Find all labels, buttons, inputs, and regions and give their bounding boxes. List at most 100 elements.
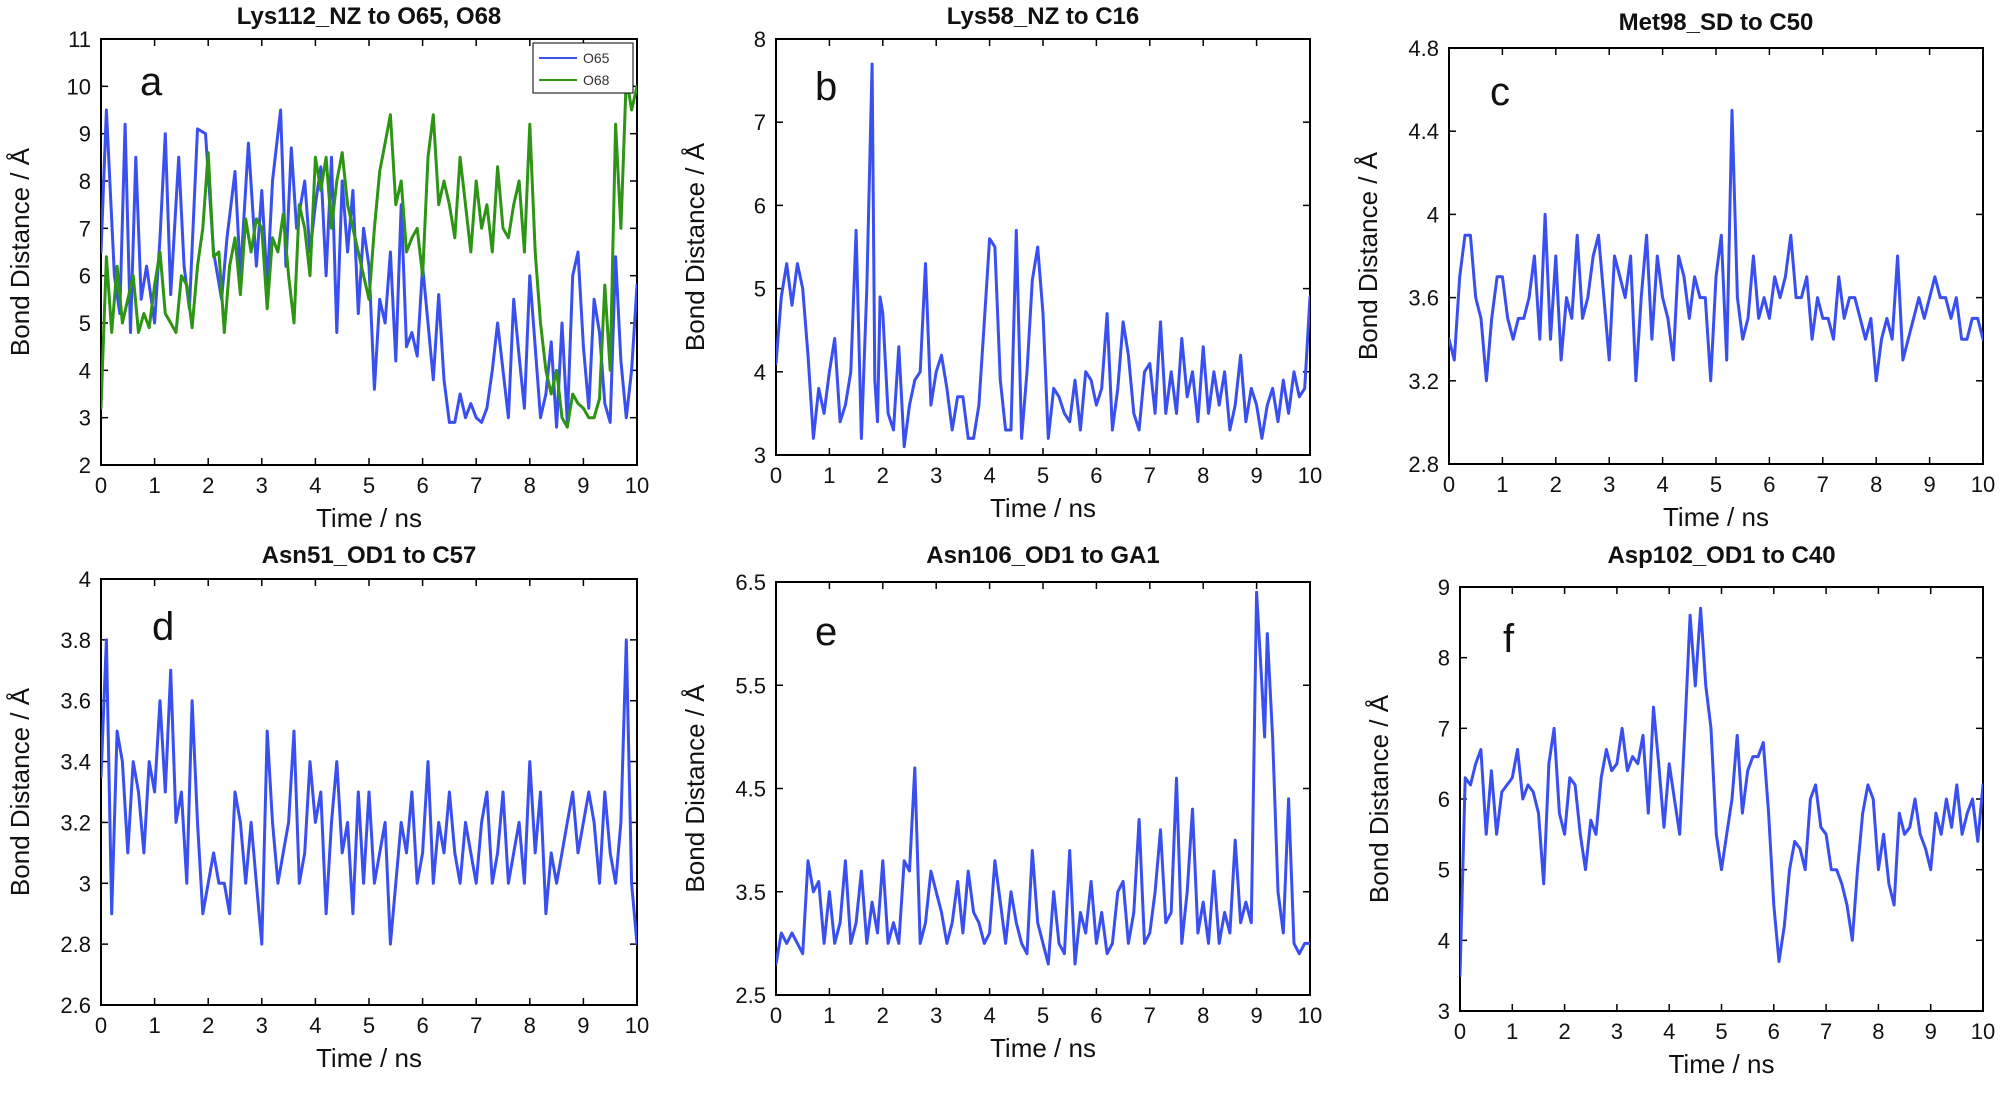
y-tick-label: 9 — [79, 122, 91, 147]
x-tick-label: 1 — [1506, 1019, 1518, 1044]
x-axis-label: Time / ns — [1663, 502, 1769, 532]
x-tick-label: 7 — [470, 1013, 482, 1038]
x-tick-label: 0 — [770, 1003, 782, 1028]
y-tick-label: 3.8 — [60, 628, 91, 653]
x-tick-label: 6 — [1090, 463, 1102, 488]
y-tick-label: 5 — [754, 277, 766, 302]
x-tick-label: 2 — [877, 463, 889, 488]
panel-d: Asn51_OD1 to C57 0 1 2 3 4 5 6 7 8 9 10 2.6 2.8 3 3.2 3.… — [5, 542, 649, 1073]
panel-letter: f — [1503, 617, 1515, 661]
x-tick-label: 9 — [1925, 1019, 1937, 1044]
x-tick-label: 2 — [202, 1013, 214, 1038]
series-line-series — [776, 62, 1310, 449]
panel-letter: e — [815, 610, 837, 654]
plot-frame — [1459, 586, 1984, 1012]
y-tick-label: 4 — [1438, 928, 1450, 953]
x-tick-label: 8 — [1197, 463, 1209, 488]
x-tick-label: 10 — [1298, 1003, 1322, 1028]
series-line-series — [101, 638, 637, 946]
x-tick-label: 2 — [877, 1003, 889, 1028]
y-tick-label: 5 — [1438, 858, 1450, 883]
y-tick-label: 7 — [754, 110, 766, 135]
x-tick-label: 5 — [1715, 1019, 1727, 1044]
x-tick-label: 10 — [1971, 1019, 1995, 1044]
x-tick-label: 6 — [1768, 1019, 1780, 1044]
panel-letter: c — [1490, 70, 1510, 114]
x-tick-label: 3 — [1611, 1019, 1623, 1044]
x-tick-label: 6 — [1763, 472, 1775, 497]
chart-title: Lys58_NZ to C16 — [947, 3, 1140, 30]
y-tick-label: 2.8 — [1408, 452, 1439, 477]
x-tick-label: 1 — [148, 1013, 160, 1038]
x-tick-label: 7 — [470, 473, 482, 498]
legend-box — [532, 42, 634, 94]
x-tick-label: 7 — [1820, 1019, 1832, 1044]
x-tick-label: 2 — [1550, 472, 1562, 497]
y-tick-label: 3 — [754, 443, 766, 468]
x-tick-label: 0 — [1443, 472, 1455, 497]
chart-title: Lys112_NZ to O65, O68 — [237, 3, 502, 30]
y-tick-label: 2 — [79, 453, 91, 478]
y-tick-label: 7 — [79, 216, 91, 241]
chart-title: Met98_SD to C50 — [1619, 9, 1814, 36]
y-tick-label: 3 — [79, 871, 91, 896]
x-tick-label: 5 — [1710, 472, 1722, 497]
y-tick-label: 11 — [68, 27, 91, 52]
x-tick-label: 5 — [363, 473, 375, 498]
x-tick-label: 9 — [577, 1013, 589, 1038]
x-tick-label: 1 — [1496, 472, 1508, 497]
y-tick-label: 8 — [754, 27, 766, 52]
x-tick-label: 8 — [1872, 1019, 1884, 1044]
series-line-series — [1449, 108, 1983, 383]
panel-a: Lys112_NZ to O65, O68 0 1 2 3 4 5 6 7 8 9 10 2 3 4 5 6 7 8… — [5, 3, 649, 533]
y-tick-label: 7 — [1438, 716, 1450, 741]
y-tick-label: 3.4 — [60, 750, 91, 775]
y-tick-label: 8 — [1438, 646, 1450, 671]
y-axis-label: Bond Distance / Å — [5, 687, 35, 896]
x-tick-label: 3 — [1603, 472, 1615, 497]
x-tick-label: 8 — [1870, 472, 1882, 497]
x-tick-label: 10 — [625, 1013, 649, 1038]
y-tick-label: 6 — [79, 264, 91, 289]
y-tick-label: 4 — [1427, 202, 1439, 227]
panel-c: Met98_SD to C50 0 1 2 3 4 5 6 7 8 9 10 2.8 3.2 3.6 4 4.4… — [1353, 9, 1995, 532]
y-tick-label: 3 — [79, 406, 91, 431]
chart-title: Asn106_OD1 to GA1 — [926, 542, 1159, 569]
x-tick-label: 8 — [524, 1013, 536, 1038]
plot-frame — [1448, 47, 1984, 465]
x-axis-label: Time / ns — [990, 493, 1096, 523]
y-tick-label: 6.5 — [735, 570, 766, 595]
x-tick-label: 4 — [1656, 472, 1668, 497]
x-axis-label: Time / ns — [316, 503, 422, 533]
panel-f: Asp102_OD1 to C40 0 1 2 3 4 5 6 7 8 9 10 3 4 5 6 7 8 9 Time… — [1364, 542, 1995, 1079]
series-line-o68 — [101, 75, 637, 429]
x-tick-label: 4 — [1663, 1019, 1675, 1044]
series-line-series — [1460, 606, 1983, 978]
y-tick-label: 2.5 — [735, 983, 766, 1008]
y-tick-label: 3 — [1438, 999, 1450, 1024]
x-tick-label: 0 — [95, 473, 107, 498]
y-tick-label: 3.2 — [1408, 369, 1439, 394]
x-tick-label: 5 — [363, 1013, 375, 1038]
y-tick-label: 8 — [79, 169, 91, 194]
x-tick-label: 4 — [309, 1013, 321, 1038]
y-tick-label: 10 — [67, 74, 91, 99]
legend-entry: O68 — [583, 72, 610, 88]
y-axis-label: Bond Distance / Å — [5, 147, 35, 356]
x-tick-label: 8 — [1197, 1003, 1209, 1028]
y-tick-label: 5 — [79, 311, 91, 336]
x-tick-label: 2 — [202, 473, 214, 498]
x-tick-label: 3 — [930, 1003, 942, 1028]
y-tick-label: 2.6 — [60, 993, 91, 1018]
x-tick-label: 9 — [1250, 463, 1262, 488]
x-tick-label: 4 — [983, 1003, 995, 1028]
x-tick-label: 6 — [1090, 1003, 1102, 1028]
x-tick-label: 7 — [1144, 463, 1156, 488]
x-tick-label: 3 — [930, 463, 942, 488]
x-axis-label: Time / ns — [1669, 1049, 1775, 1079]
x-tick-label: 3 — [256, 473, 268, 498]
panel-letter: d — [152, 605, 174, 649]
y-tick-label: 4.5 — [735, 777, 766, 802]
y-axis-label: Bond Distance / Å — [680, 142, 710, 351]
